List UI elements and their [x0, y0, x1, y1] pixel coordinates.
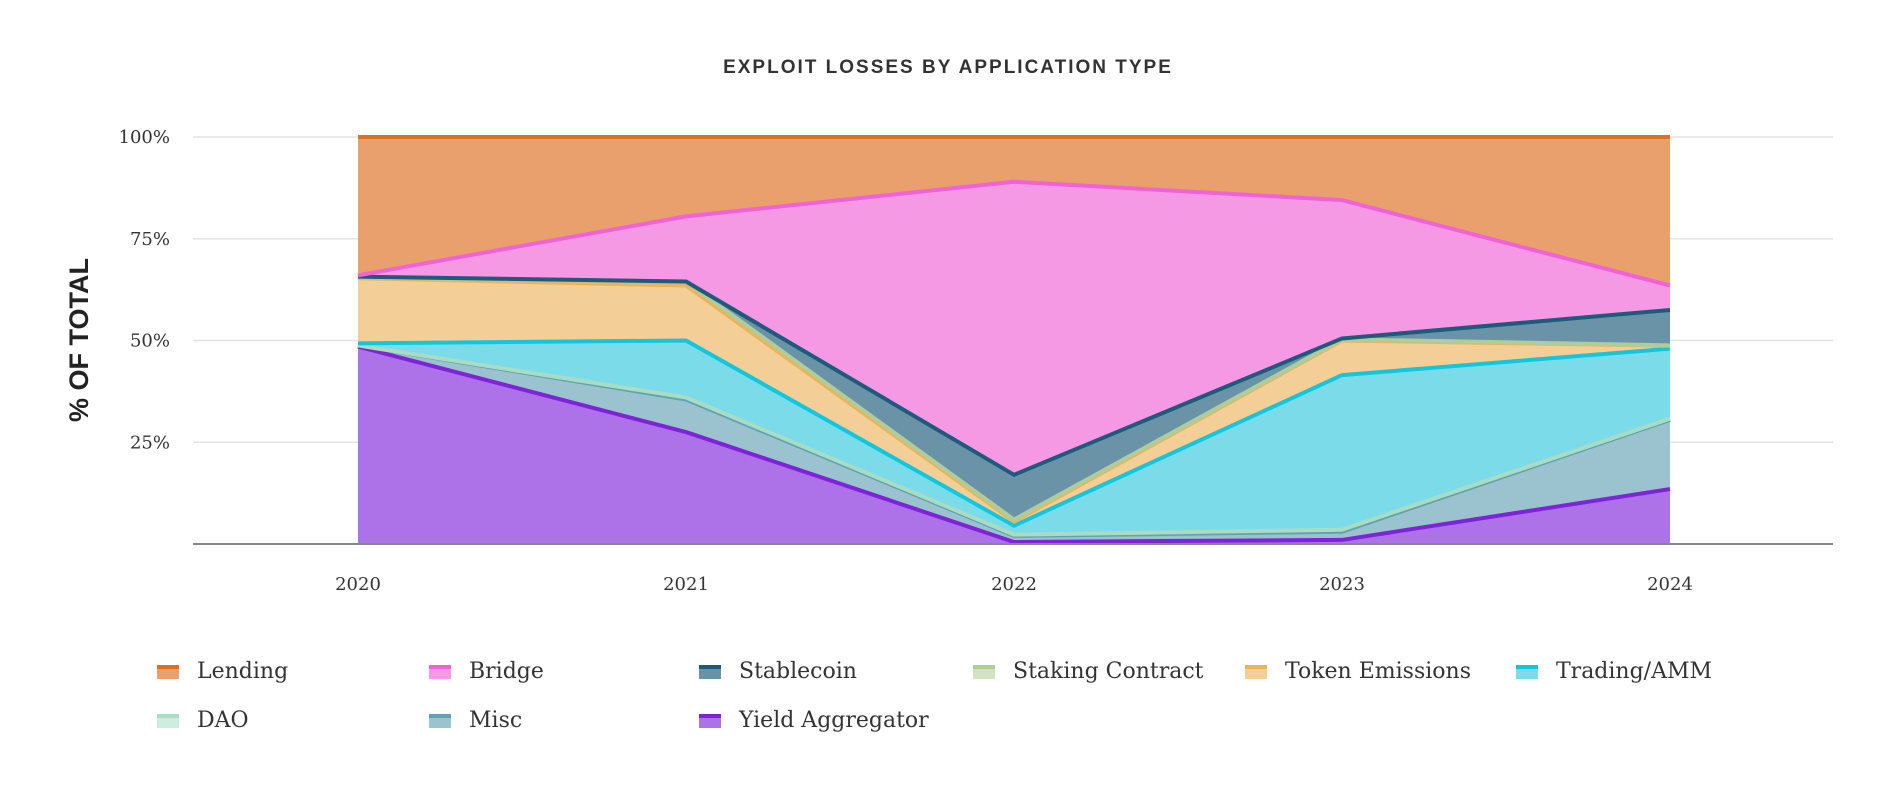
legend-label: Trading/AMM — [1556, 659, 1713, 684]
legend-item-misc[interactable]: Misc — [429, 708, 522, 733]
area-trading-amm — [358, 340, 1670, 535]
y-tick-label: 25% — [130, 432, 170, 453]
y-tick-label: 100% — [119, 127, 170, 148]
area-yield-aggregator — [358, 346, 1670, 544]
y-axis-label: % OF TOTAL — [64, 258, 94, 422]
x-tick-label: 2024 — [1647, 574, 1693, 595]
line-stablecoin — [357, 274, 1671, 477]
legend-item-token-emissions[interactable]: Token Emissions — [1245, 659, 1471, 684]
legend-swatch — [699, 664, 721, 679]
x-tick-label: 2020 — [335, 574, 381, 595]
line-dao — [357, 343, 1671, 537]
legend-label: Lending — [197, 659, 289, 684]
legend-swatch — [699, 713, 721, 728]
legend-swatch — [1245, 664, 1267, 679]
line-yield-aggregator — [357, 344, 1671, 544]
legend-item-yield-aggregator[interactable]: Yield Aggregator — [699, 708, 929, 733]
line-bridge — [357, 179, 1671, 288]
legend-swatch — [973, 664, 995, 679]
legend-item-trading-amm[interactable]: Trading/AMM — [1516, 659, 1712, 684]
legend-item-stablecoin[interactable]: Stablecoin — [699, 659, 857, 684]
y-tick-label: 75% — [130, 229, 170, 250]
legend-item-bridge[interactable]: Bridge — [429, 659, 544, 684]
area-lending — [358, 137, 1670, 286]
legend-label: Stablecoin — [739, 659, 857, 684]
legend-swatch — [157, 713, 179, 728]
legend-swatch — [157, 664, 179, 679]
x-tick-label: 2023 — [1319, 574, 1365, 595]
legend-item-staking-contract[interactable]: Staking Contract — [973, 659, 1204, 684]
area-bridge — [358, 181, 1670, 475]
legend-label: Yield Aggregator — [739, 708, 929, 733]
legend-label: Staking Contract — [1013, 659, 1204, 684]
line-trading-amm — [357, 338, 1671, 528]
legend-swatch — [429, 713, 451, 728]
legend-label: Misc — [469, 708, 523, 733]
chart-title: EXPLOIT LOSSES BY APPLICATION TYPE — [723, 57, 1173, 78]
legend-label: Bridge — [469, 659, 544, 684]
x-tick-label: 2022 — [991, 574, 1037, 595]
legend-item-lending[interactable]: Lending — [157, 659, 288, 684]
legend-item-dao[interactable]: DAO — [157, 708, 249, 733]
legend-label: DAO — [197, 708, 249, 733]
y-tick-label: 50% — [130, 331, 170, 352]
x-tick-label: 2021 — [663, 574, 709, 595]
legend-label: Token Emissions — [1285, 659, 1472, 684]
legend-swatch — [429, 664, 451, 679]
legend-swatch — [1516, 664, 1538, 679]
